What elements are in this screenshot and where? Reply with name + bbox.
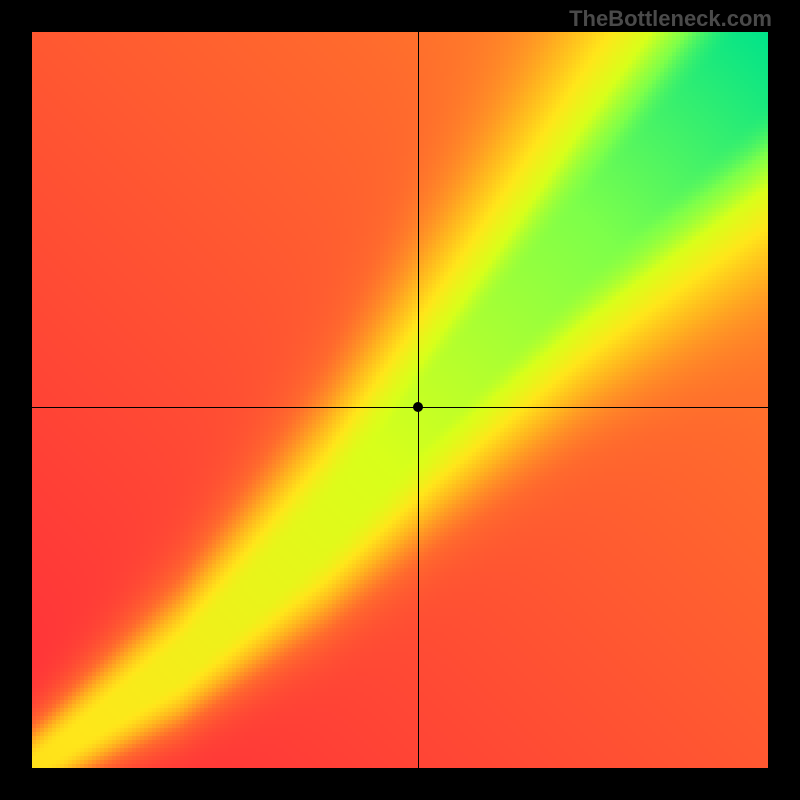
crosshair-marker xyxy=(413,402,423,412)
heatmap-canvas xyxy=(32,32,768,768)
crosshair-vertical xyxy=(418,32,419,768)
watermark-text: TheBottleneck.com xyxy=(569,6,772,32)
plot-area xyxy=(32,32,768,768)
crosshair-horizontal xyxy=(32,407,768,408)
